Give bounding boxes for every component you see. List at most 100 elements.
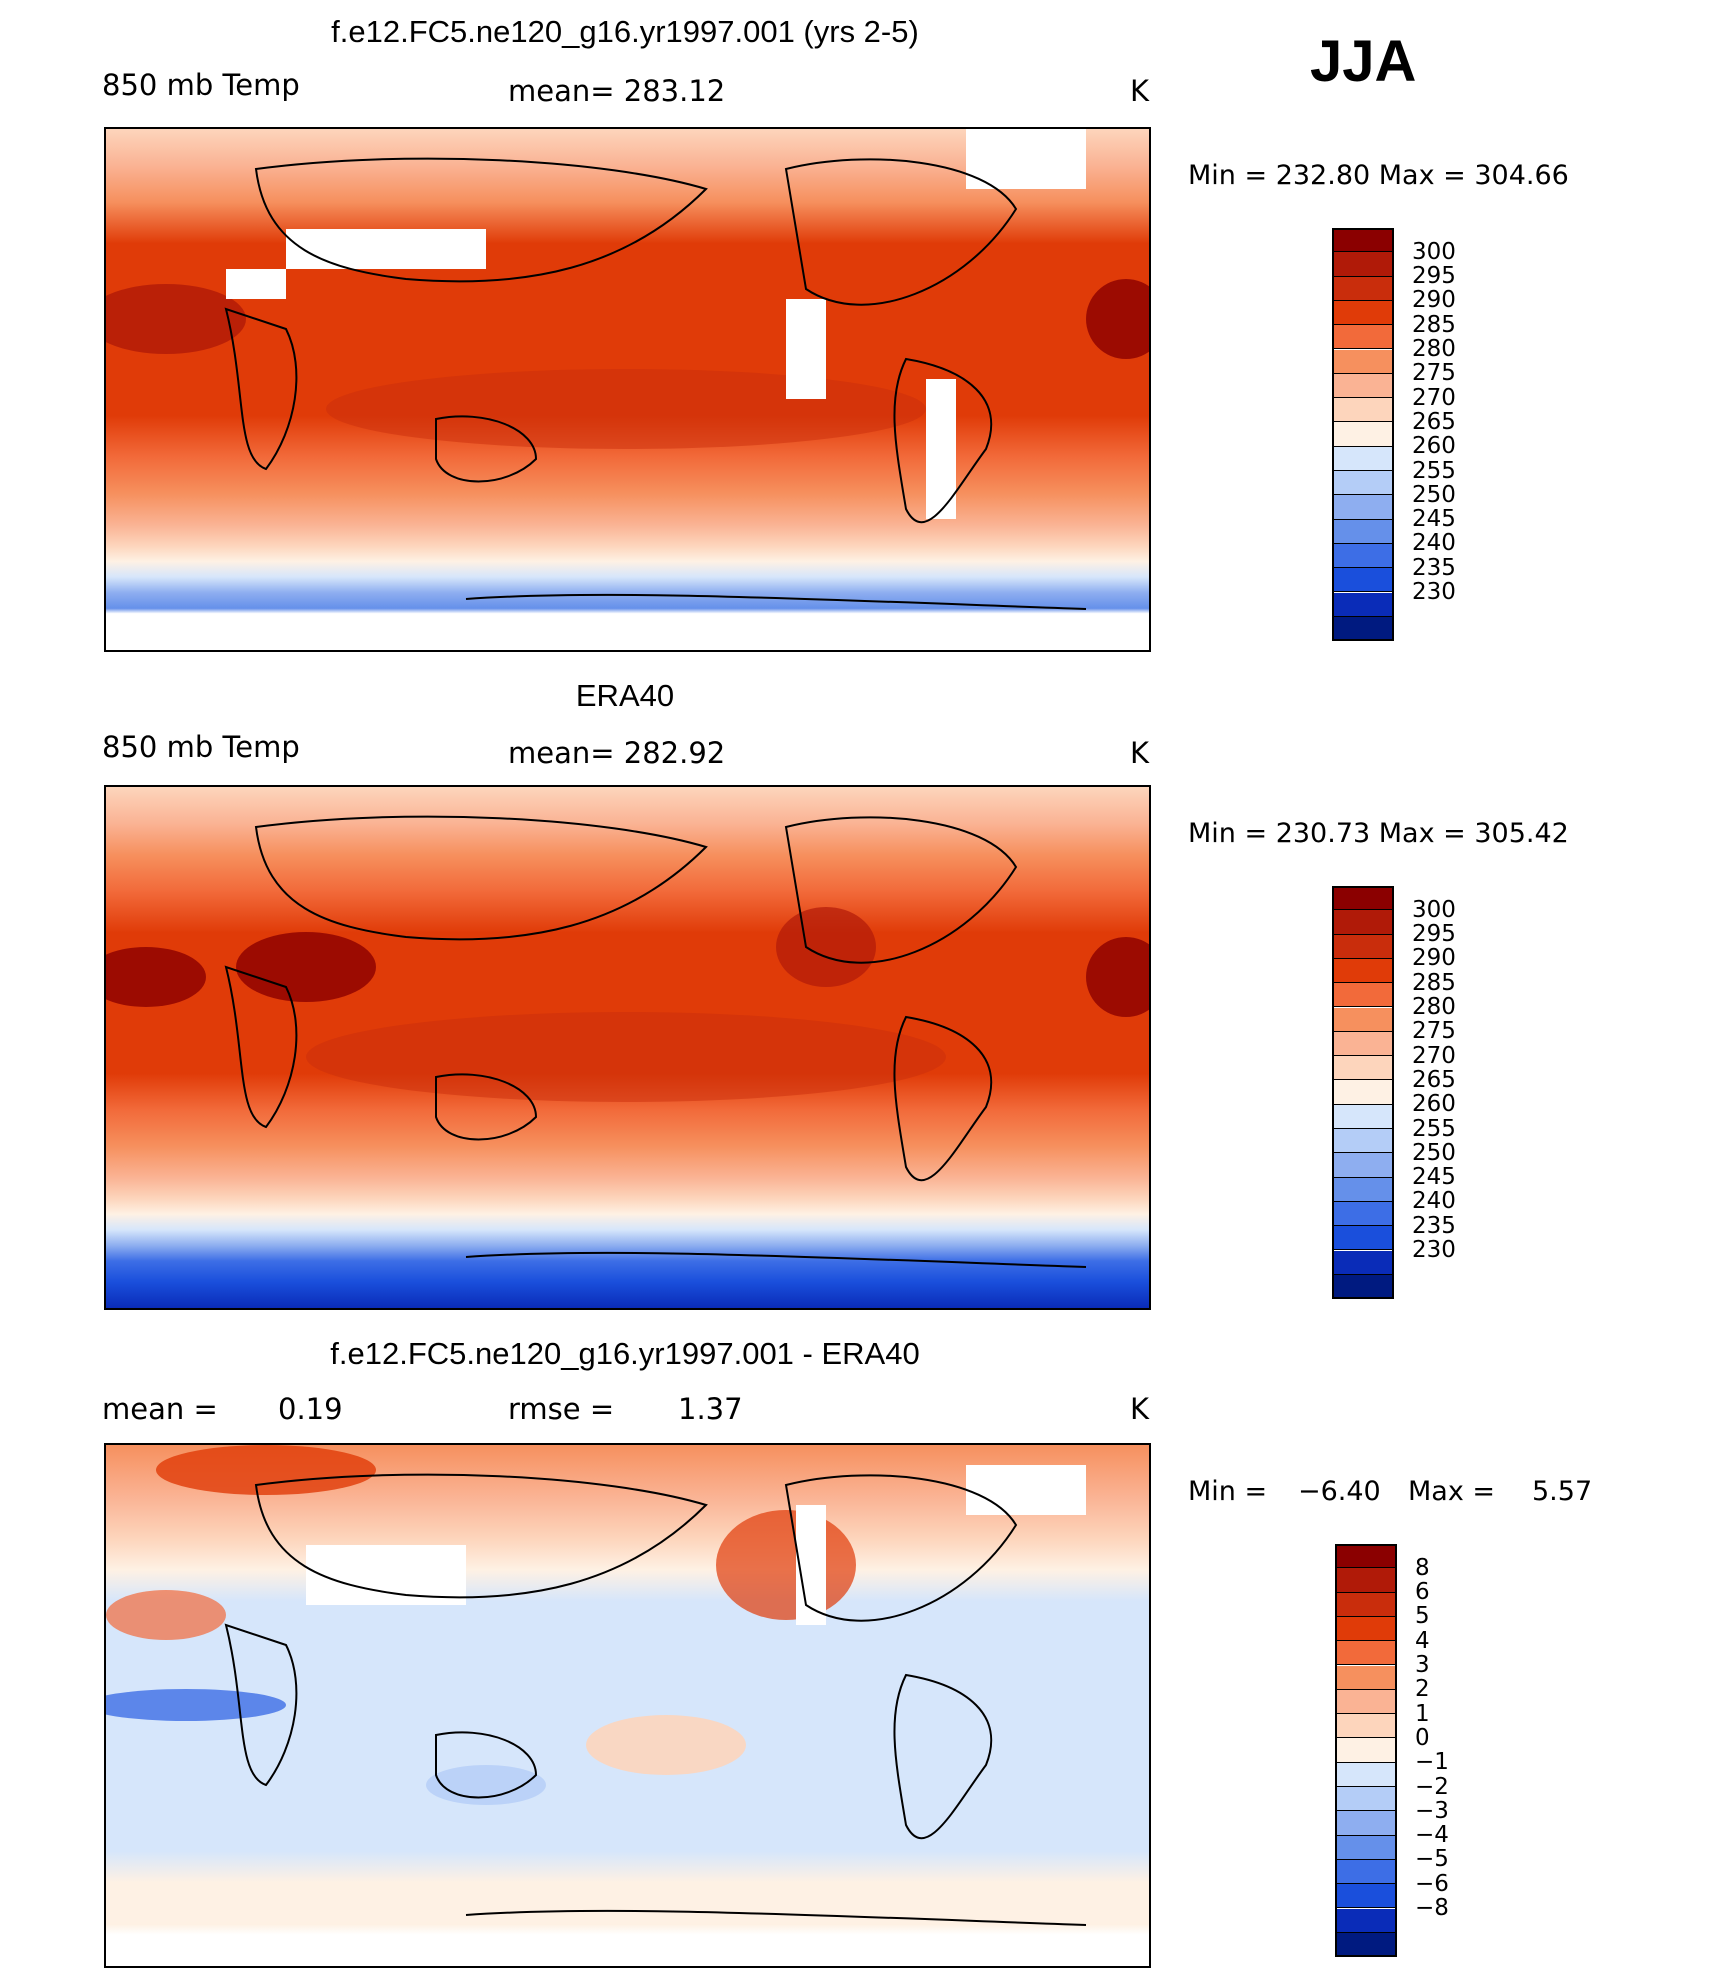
panel3-rmse-value: 1.37 (678, 1392, 743, 1426)
colorbar-tick-label: 270 (1412, 1042, 1456, 1069)
colorbar-tick-label: 260 (1412, 1091, 1456, 1118)
colorbar-swatch (1332, 910, 1394, 935)
colorbar-swatch (1332, 276, 1394, 301)
colorbar-swatch (1332, 300, 1394, 326)
colorbar-tick-label: 235 (1412, 554, 1456, 581)
colorbar-swatch (1332, 495, 1394, 520)
colorbar-tick-label: 235 (1412, 1212, 1456, 1239)
colorbar-tick-label: 3 (1415, 1652, 1430, 1678)
colorbar-swatch (1332, 886, 1394, 911)
colorbar-frame (1332, 886, 1394, 1300)
colorbar-swatch (1335, 1908, 1397, 1933)
panel1-minmax: Min = 232.80 Max = 304.66 (1188, 160, 1569, 191)
colorbar-swatch (1335, 1544, 1397, 1569)
colorbar-tick-label: 300 (1412, 896, 1456, 923)
colorbar-swatch (1335, 1738, 1397, 1763)
colorbar-tick-label: 1 (1415, 1700, 1430, 1727)
colorbar-tick-label: 245 (1412, 1164, 1456, 1191)
colorbar-tick-label: 250 (1412, 481, 1456, 508)
colorbar-frame (1335, 1544, 1397, 1958)
colorbar-swatch (1332, 616, 1394, 642)
colorbar-swatch (1332, 958, 1394, 984)
colorbar-tick-label: 2 (1415, 1676, 1430, 1703)
colorbar-tick-label: −5 (1415, 1846, 1449, 1873)
colorbar-tick-label: 5 (1415, 1603, 1430, 1630)
colorbar-swatch (1332, 1153, 1394, 1178)
colorbar-swatch (1332, 1250, 1394, 1275)
colorbar-swatch (1335, 1616, 1397, 1642)
colorbar-swatch (1332, 1080, 1394, 1105)
colorbar-tick-label: 300 (1412, 238, 1456, 265)
colorbar-swatch (1335, 1859, 1397, 1885)
colorbar-tick-label: 255 (1412, 1115, 1456, 1142)
colorbar-swatch (1335, 1787, 1397, 1812)
colorbar-tick-label: 6 (1415, 1579, 1430, 1606)
panel1-map-svg (106, 129, 1149, 650)
colorbar-tick-label: 275 (1412, 1018, 1456, 1045)
colorbar-swatch (1335, 1568, 1397, 1593)
panel2-variable: 850 mb Temp (102, 730, 300, 764)
colorbar-tick-label: 230 (1412, 1237, 1456, 1263)
colorbar-tick-label: 255 (1412, 457, 1456, 484)
colorbar-tick-label: −4 (1415, 1822, 1449, 1849)
panel2-units: K (1130, 736, 1150, 770)
panel1-units: K (1130, 74, 1150, 108)
colorbar-tick-label: −6 (1415, 1870, 1449, 1897)
colorbar-tick-label: 265 (1412, 1066, 1456, 1093)
panel3-max-label: Max = (1408, 1476, 1496, 1507)
panel3-units: K (1130, 1392, 1150, 1426)
colorbar-swatch (1332, 1129, 1394, 1154)
panel1-title: f.e12.FC5.ne120_g16.yr1997.001 (yrs 2-5) (331, 14, 919, 49)
colorbar-tick-label: −8 (1415, 1895, 1449, 1921)
colorbar-tick-label: −2 (1415, 1773, 1449, 1800)
colorbar-swatch (1332, 422, 1394, 447)
colorbar-swatch (1332, 1056, 1394, 1081)
colorbar-swatch (1335, 1665, 1397, 1690)
colorbar-swatch (1332, 1031, 1394, 1057)
colorbar-tick-label: 290 (1412, 945, 1456, 972)
colorbar-tick-label: 265 (1412, 408, 1456, 435)
colorbar-tick-label: 0 (1415, 1724, 1430, 1751)
colorbar-tick-label: 8 (1415, 1554, 1430, 1581)
panel1-map (104, 127, 1151, 652)
colorbar-tick-label: 295 (1412, 921, 1456, 948)
colorbar-tick-label: 250 (1412, 1139, 1456, 1166)
colorbar-tick-label: 280 (1412, 336, 1456, 362)
colorbar-swatch (1335, 1811, 1397, 1836)
colorbar-swatch (1335, 1592, 1397, 1617)
panel2-mean: mean= 282.92 (508, 736, 726, 770)
colorbar-swatch (1332, 1177, 1394, 1202)
colorbar-swatch (1332, 228, 1394, 253)
colorbar-swatch (1335, 1714, 1397, 1739)
panel2-map (104, 785, 1151, 1310)
colorbar-tick-label: 230 (1412, 579, 1456, 605)
colorbar-swatch (1335, 1762, 1397, 1787)
colorbar-swatch (1332, 934, 1394, 959)
colorbar-tick-label: 260 (1412, 433, 1456, 460)
colorbar-swatch (1332, 1274, 1394, 1300)
colorbar-swatch (1332, 983, 1394, 1008)
panel3-mean-label: mean = (102, 1392, 218, 1426)
panel3-map (104, 1443, 1151, 1968)
colorbar-tick-label: 285 (1412, 311, 1456, 338)
colorbar-tick-label: 275 (1412, 360, 1456, 387)
colorbar-tick-label: 4 (1415, 1627, 1430, 1654)
panel3-title: f.e12.FC5.ne120_g16.yr1997.001 - ERA40 (330, 1336, 920, 1371)
colorbar-tick-label: 270 (1412, 384, 1456, 411)
colorbar-tick-label: 245 (1412, 506, 1456, 533)
colorbar-tick-label: −3 (1415, 1797, 1449, 1824)
colorbar-swatch (1332, 252, 1394, 277)
panel3-min-label: Min = (1188, 1476, 1268, 1507)
colorbar-swatch (1332, 446, 1394, 471)
colorbar-swatch (1335, 1835, 1397, 1860)
colorbar-tick-label: 240 (1412, 1188, 1456, 1215)
panel3-min-value: −6.40 (1298, 1476, 1381, 1507)
colorbar-swatch (1332, 543, 1394, 569)
panel3-mean-value: 0.19 (278, 1392, 343, 1426)
colorbar-swatch (1332, 373, 1394, 399)
colorbar-swatch (1332, 1104, 1394, 1129)
colorbar-frame (1332, 228, 1394, 642)
colorbar-tick-label: 295 (1412, 263, 1456, 290)
colorbar-swatch (1335, 1641, 1397, 1666)
panel2-title: ERA40 (575, 678, 675, 713)
